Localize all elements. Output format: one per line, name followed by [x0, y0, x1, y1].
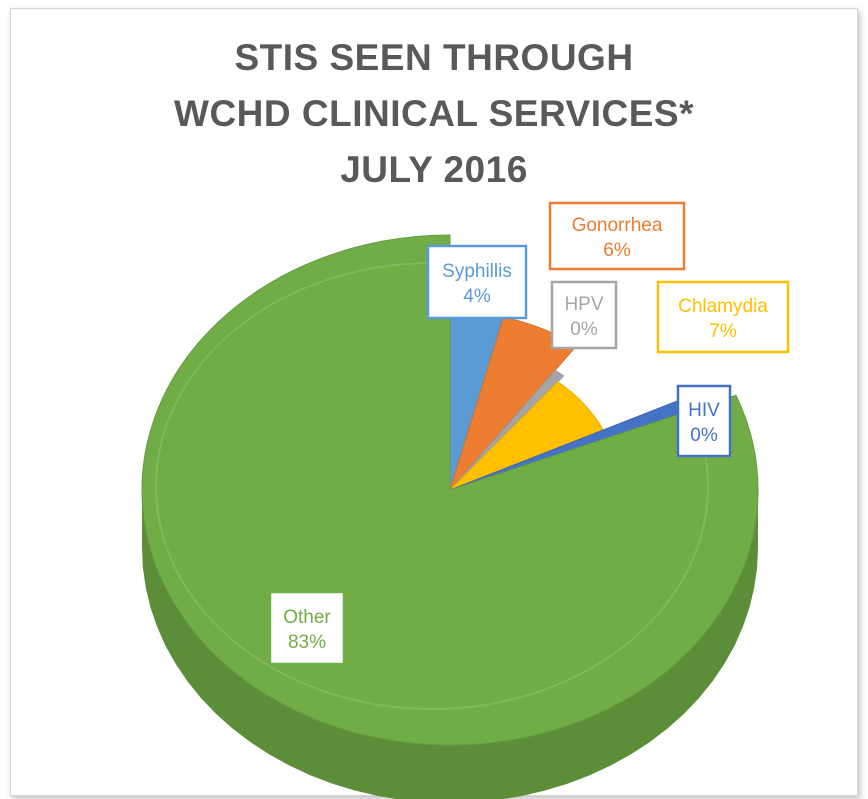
data-label-hiv: HIV 0% [676, 384, 732, 458]
data-label-box [676, 384, 732, 458]
data-label-box [548, 201, 686, 271]
data-label-category: HIV [688, 400, 720, 421]
data-label-box [550, 280, 618, 350]
data-label-value: 0% [690, 425, 718, 446]
data-label-value: 6% [603, 240, 631, 261]
data-labels: Syphillis 4% Gonorrhea 6% HPV 0% Chlamydia 7% HI… [268, 201, 790, 666]
data-label-category: HPV [564, 294, 603, 315]
data-label-value: 7% [709, 321, 737, 342]
slice-hpv [449, 369, 565, 491]
slice-side-other [142, 490, 758, 799]
data-label-category: Syphillis [442, 261, 512, 282]
data-label-hpv: HPV 0% [550, 280, 618, 350]
data-label-syphillis: Syphillis 4% [426, 244, 528, 320]
data-label-box [426, 244, 528, 320]
data-label-category: Other [283, 607, 331, 628]
data-label-value: 83% [288, 632, 326, 653]
data-label-box [656, 280, 790, 354]
data-label-value: 4% [463, 286, 491, 307]
data-label-value: 0% [570, 319, 598, 340]
data-label-category: Chlamydia [678, 296, 768, 317]
title-line-3: JULY 2016 [340, 149, 528, 190]
chart-title: STIS SEEN THROUGH WCHD CLINICAL SERVICES… [0, 30, 868, 198]
title-line-2: WCHD CLINICAL SERVICES* [174, 93, 694, 134]
data-label-box [268, 590, 346, 666]
data-label-category: Gonorrhea [572, 215, 663, 236]
data-label-chlamydia: Chlamydia 7% [656, 280, 790, 354]
data-label-gonorrhea: Gonorrhea 6% [548, 201, 686, 271]
data-label-other: Other 83% [268, 590, 346, 666]
title-line-1: STIS SEEN THROUGH [234, 37, 634, 78]
